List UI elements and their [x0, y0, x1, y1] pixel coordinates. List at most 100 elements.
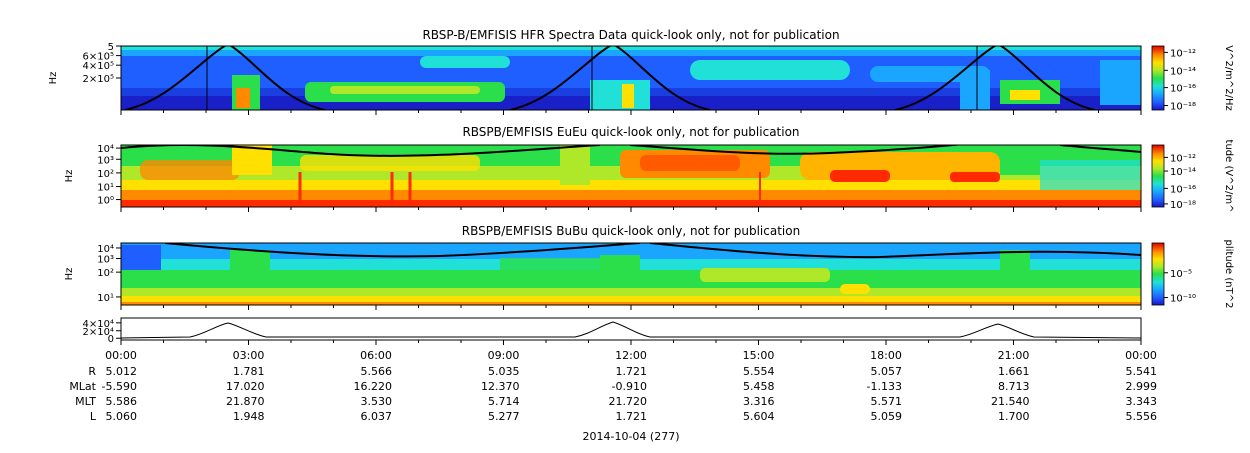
- ephemeris-row-label: L: [90, 410, 97, 423]
- panel-1-colorbar-label: V^2/m^2/Hz: [1223, 45, 1234, 111]
- line-panel-trace: [120, 321, 1142, 339]
- panel-1-colorbar-tick-label: 10⁻¹²: [1170, 48, 1196, 59]
- panel-1-colorbar-tick-label: 10⁻¹⁶: [1170, 84, 1196, 95]
- ephemeris-value: 5.604: [743, 410, 775, 423]
- ephemeris-row-label: MLT: [75, 395, 96, 408]
- panel-2-colorbar-tick-label: 10⁻¹⁴: [1170, 167, 1196, 178]
- panel-2-colorbar-tick-label: 10⁻¹⁸: [1170, 200, 1196, 211]
- panel-2-colorbar-ticks: 10⁻¹² 10⁻¹⁴ 10⁻¹⁶ 10⁻¹⁸: [1164, 153, 1196, 211]
- panel-1-title: RBSP-B/EMFISIS HFR Spectra Data quick-lo…: [422, 28, 839, 42]
- ephemeris-value: 3.530: [361, 395, 393, 408]
- panel-3-ytick-label: 10⁴: [97, 244, 114, 255]
- ephemeris-value: 2.999: [1126, 380, 1158, 393]
- line-panel-ytick-label: 4×10⁴: [83, 319, 114, 330]
- ephemeris-value: 3.316: [743, 395, 775, 408]
- ephemeris-value: -1.133: [867, 380, 902, 393]
- ephemeris-value: 1.948: [233, 410, 265, 423]
- panel-3-ytick-label: 10³: [97, 255, 114, 266]
- ephemeris-value: 17.020: [226, 380, 265, 393]
- ephemeris-value: 5.060: [106, 410, 138, 423]
- ephemeris-value: 6.037: [361, 410, 393, 423]
- panel-1-colorbar-tick-label: 10⁻¹⁸: [1170, 102, 1196, 113]
- panel-3-colorbar: [1151, 242, 1165, 306]
- ephemeris-value: -0.910: [612, 380, 647, 393]
- ephemeris-row-label: MLat: [69, 380, 96, 393]
- panel-3-colorbar-label: plitude (nT^2: [1223, 240, 1234, 309]
- ephemeris-value: 16.220: [354, 380, 393, 393]
- ephemeris-value: 21.870: [226, 395, 265, 408]
- panel-1-colorbar-ticks: 10⁻¹² 10⁻¹⁴ 10⁻¹⁶ 10⁻¹⁸: [1164, 48, 1196, 113]
- date-label: 2014-10-04 (277): [582, 430, 679, 443]
- panel-1-colorbar: [1151, 45, 1165, 111]
- ephemeris-value: 1.721: [616, 410, 648, 423]
- ephemeris-value: -5.590: [102, 380, 137, 393]
- ephemeris-value: 1.661: [998, 365, 1030, 378]
- ephemeris-value: 5.059: [871, 410, 903, 423]
- panel-2-ytick-label: 10³: [97, 155, 114, 166]
- ephemeris-value: 12.370: [481, 380, 520, 393]
- ephemeris-value: 5.541: [1126, 365, 1158, 378]
- ephemeris-table: R 5.012 1.781 5.566 5.035 1.721 5.554 5.057 1.66…: [69, 365, 1157, 423]
- ephemeris-value: 8.713: [998, 380, 1030, 393]
- panel-3-colorbar-ticks: 10⁻⁵ 10⁻¹⁰: [1164, 269, 1196, 305]
- ephemeris-value: 5.566: [361, 365, 393, 378]
- ephemeris-value: 5.277: [488, 410, 520, 423]
- panel-2-colorbar-tick-label: 10⁻¹⁶: [1170, 184, 1196, 195]
- ephemeris-value: 5.556: [1126, 410, 1158, 423]
- ephemeris-value: 5.458: [743, 380, 775, 393]
- panel-2-colorbar-label: tude (V^2/m^: [1223, 140, 1234, 213]
- panel-2-ytick-label: 10²: [97, 169, 114, 180]
- panel-3-colorbar-tick-label: 10⁻⁵: [1170, 269, 1192, 280]
- line-panel-ytick-label: 0: [108, 334, 114, 345]
- x-tick-label: 00:00: [1125, 349, 1157, 362]
- ephemeris-value: 5.554: [743, 365, 775, 378]
- ephemeris-value: 5.571: [871, 395, 903, 408]
- panel-3-colorbar-tick-label: 10⁻¹⁰: [1170, 294, 1196, 305]
- panel-3-ytick-label: 10²: [97, 268, 114, 279]
- panel-3-ytick-label: 10¹: [97, 293, 114, 304]
- panel-1-spectrogram: [121, 46, 1141, 110]
- ephemeris-row-label: R: [88, 365, 96, 378]
- panel-1-ytick-label: 6×10⁵: [83, 52, 114, 63]
- x-tick-label: 03:00: [233, 349, 265, 362]
- ephemeris-value: 21.720: [609, 395, 648, 408]
- panel-2-ytick-label: 10⁴: [97, 144, 114, 155]
- ephemeris-value: 5.057: [871, 365, 903, 378]
- panel-1-ytick-label: 4×10⁵: [83, 61, 114, 72]
- ephemeris-value: 5.035: [488, 365, 520, 378]
- panel-3-title: RBSPB/EMFISIS BuBu quick-look only, not …: [462, 224, 800, 238]
- ephemeris-value: 1.721: [616, 365, 648, 378]
- panel-2-ytick-label: 10⁰: [97, 196, 114, 207]
- x-tick-label: 15:00: [743, 349, 775, 362]
- panel-1-colorbar-tick-label: 10⁻¹⁴: [1170, 66, 1196, 77]
- x-tick-label: 00:00: [105, 349, 137, 362]
- panel-2-ytick-label: 10¹: [97, 183, 114, 194]
- line-panel-ytick-label: 2×10⁴: [83, 327, 114, 338]
- ephemeris-value: 1.781: [233, 365, 265, 378]
- panel-2-spectrogram: [121, 145, 1141, 207]
- panel-2-ylabel: Hz: [64, 170, 75, 183]
- x-tick-label: 09:00: [488, 349, 520, 362]
- panel-2-title: RBSPB/EMFISIS EuEu quick-look only, not …: [462, 125, 799, 139]
- ephemeris-value: 5.586: [106, 395, 138, 408]
- x-tick-label: 06:00: [360, 349, 392, 362]
- panel-3-ylabel: Hz: [64, 268, 75, 281]
- ephemeris-value: 5.714: [488, 395, 520, 408]
- x-tick-label: 12:00: [615, 349, 647, 362]
- ephemeris-value: 1.700: [998, 410, 1030, 423]
- ephemeris-value: 5.012: [106, 365, 138, 378]
- ephemeris-value: 21.540: [991, 395, 1030, 408]
- x-axis-ticks: 00:00 03:00 06:00 09:00 12:00 15:00 18:00 21:00…: [105, 110, 1157, 362]
- panel-3-spectrogram: [121, 243, 1141, 305]
- panel-1-ylabel: Hz: [48, 72, 59, 85]
- ephemeris-value: 3.343: [1126, 395, 1158, 408]
- x-tick-label: 18:00: [870, 349, 902, 362]
- x-tick-label: 21:00: [998, 349, 1030, 362]
- panel-2-colorbar: [1151, 144, 1165, 208]
- panel-1-ytick-label: 2×10⁵: [83, 74, 114, 85]
